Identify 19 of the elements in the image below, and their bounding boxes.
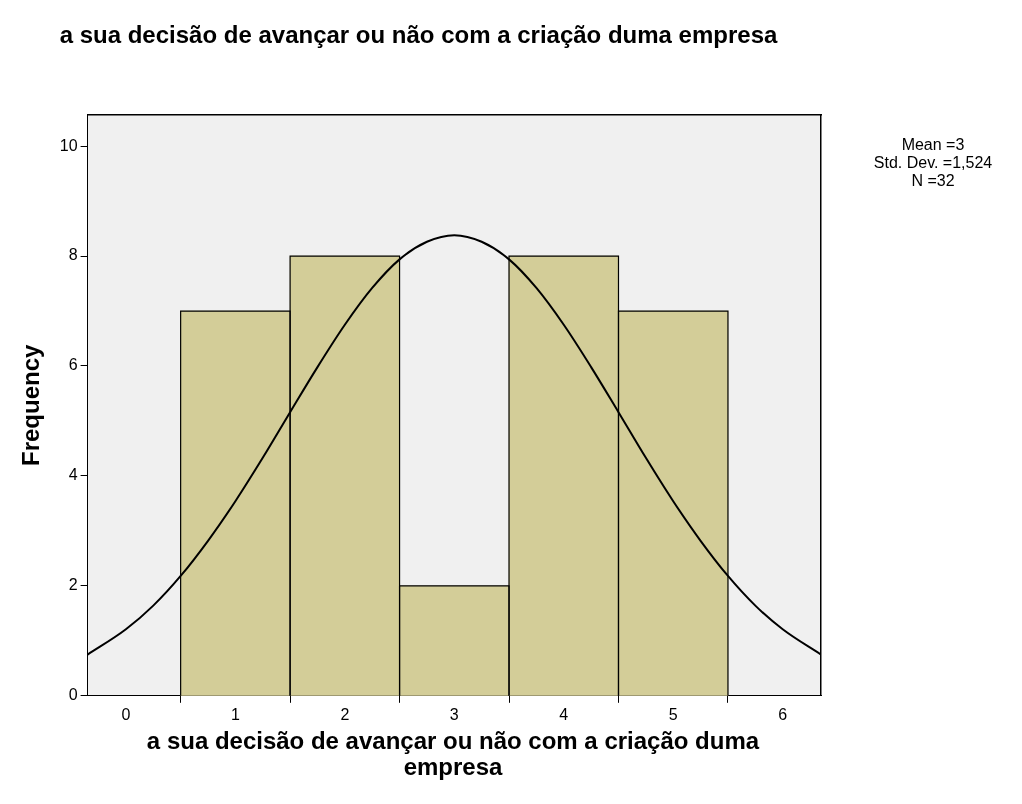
y-tick-label: 4 (68, 466, 78, 484)
x-axis-title: a sua decisão de avançar ou não com a criação duma empresa (145, 727, 761, 780)
y-tick-label: 0 (68, 686, 78, 704)
x-tick-label: 1 (230, 705, 240, 723)
x-tick-label: 0 (121, 705, 131, 723)
y-tick-label: 8 (68, 246, 78, 264)
text: N =32 (910, 172, 956, 190)
x-tick-label: 3 (449, 705, 459, 723)
text: Mean =3 (900, 136, 966, 154)
x-tick-label: 5 (668, 705, 678, 723)
x-tick-label: 6 (778, 705, 788, 723)
x-tick-label: 2 (340, 705, 350, 723)
y-axis-title: Frequency (17, 343, 45, 466)
chart-title: a sua decisão de avançar ou não com a criação duma empresa (59, 21, 778, 49)
x-tick-label: 4 (559, 705, 569, 723)
y-tick-label: 2 (68, 576, 78, 594)
y-tick-label: 6 (68, 356, 78, 374)
y-tick-label: 10 (59, 136, 78, 154)
text: Std. Dev. =1,524 (872, 154, 994, 172)
